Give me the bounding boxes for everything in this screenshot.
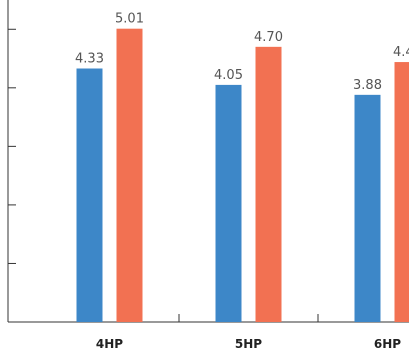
data-label-6hp-series1: 3.88 (353, 78, 382, 93)
category-label-6hp: 6HP (374, 337, 401, 351)
data-label-6hp-series2: 4.44 (393, 45, 409, 60)
category-label-4hp: 4HP (96, 337, 123, 351)
bar-6hp-series1 (354, 94, 381, 323)
category-labels: 4HP 5HP 6HP (96, 337, 401, 351)
chart-bars (76, 28, 409, 323)
data-label-4hp-series2: 5.01 (115, 12, 144, 27)
data-label-4hp-series1: 4.33 (75, 51, 104, 66)
bar-6hp-series2 (394, 62, 409, 323)
value-labels: 4.33 5.01 4.05 4.70 3.88 4.44 (75, 12, 409, 93)
chart-axes (7, 0, 409, 323)
category-label-5hp: 5HP (235, 337, 262, 351)
bar-4hp-series2 (116, 28, 143, 322)
data-label-5hp-series1: 4.05 (214, 68, 243, 83)
bar-5hp-series1 (215, 84, 242, 323)
data-label-5hp-series2: 4.70 (254, 30, 283, 45)
bar-4hp-series1 (76, 68, 103, 322)
bar-5hp-series2 (255, 46, 282, 322)
